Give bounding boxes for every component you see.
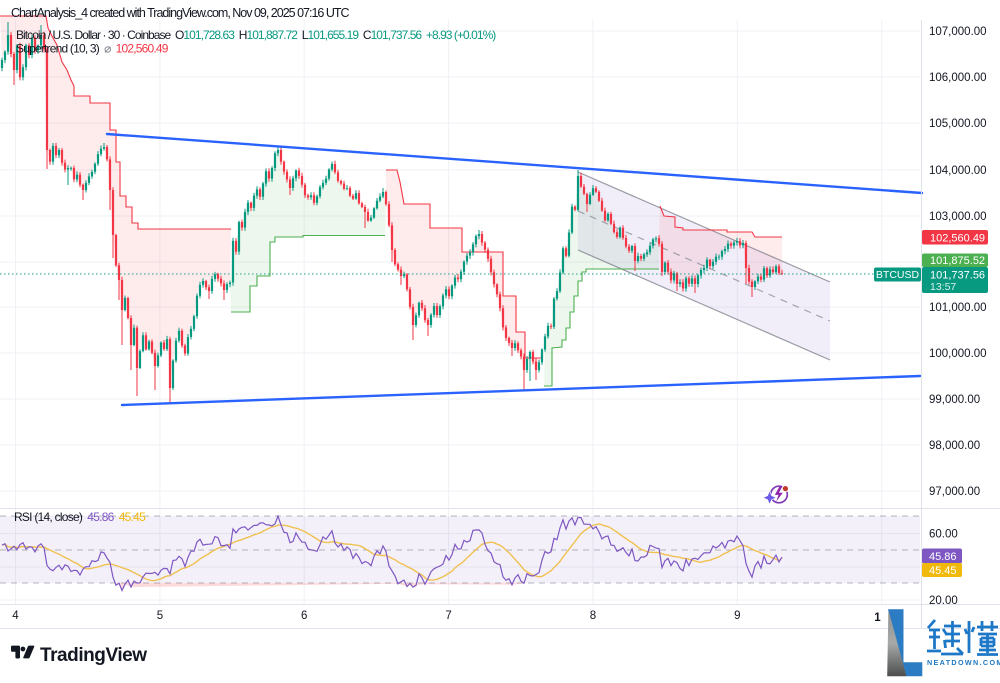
- svg-text:Supertrend (10, 3) ⌀ 102,560: Supertrend (10, 3) ⌀ 102,560.49: [16, 42, 169, 56]
- svg-text:105,000.00: 105,000.00: [929, 118, 987, 130]
- svg-text:RSI (14, close) 45.86 45.45: RSI (14, close) 45.86 45.45: [14, 510, 146, 524]
- svg-text:98,000.00: 98,000.00: [929, 440, 980, 452]
- svg-text:5: 5: [157, 610, 163, 622]
- svg-text:TradingView: TradingView: [40, 645, 147, 666]
- svg-text:NEATDOWN.COM: NEATDOWN.COM: [927, 658, 1000, 667]
- svg-text:101,875.52: 101,875.52: [930, 255, 985, 267]
- svg-text:100,000.00: 100,000.00: [929, 348, 987, 360]
- svg-text:9: 9: [734, 610, 740, 622]
- svg-text:102,560.49: 102,560.49: [930, 233, 985, 245]
- svg-text:101,000.00: 101,000.00: [929, 302, 987, 314]
- svg-text:106,000.00: 106,000.00: [929, 72, 987, 84]
- svg-text:4: 4: [12, 610, 19, 622]
- svg-text:20.00: 20.00: [929, 595, 958, 607]
- svg-text:Bitcoin / U.S. Dollar · 30 · C: Bitcoin / U.S. Dollar · 30 · Coinbase O1…: [16, 28, 496, 42]
- svg-text:45.86: 45.86: [929, 551, 957, 563]
- svg-text:1: 1: [874, 612, 881, 624]
- svg-text:45.45: 45.45: [929, 565, 957, 577]
- svg-text:7: 7: [445, 610, 451, 622]
- svg-text:107,000.00: 107,000.00: [929, 26, 987, 38]
- svg-text:60.00: 60.00: [929, 529, 958, 541]
- svg-text:97,000.00: 97,000.00: [929, 486, 980, 498]
- svg-text:103,000.00: 103,000.00: [929, 211, 987, 223]
- svg-text:BTCUSD: BTCUSD: [876, 269, 920, 281]
- svg-text:101,737.56: 101,737.56: [930, 270, 985, 282]
- svg-text:8: 8: [590, 610, 596, 622]
- svg-text:104,000.00: 104,000.00: [929, 165, 987, 177]
- svg-text:13:57: 13:57: [930, 281, 956, 293]
- svg-text:ChartAnalysis_4 created with T: ChartAnalysis_4 created with TradingView…: [11, 6, 350, 20]
- svg-text:6: 6: [301, 610, 307, 622]
- svg-text:99,000.00: 99,000.00: [929, 394, 980, 406]
